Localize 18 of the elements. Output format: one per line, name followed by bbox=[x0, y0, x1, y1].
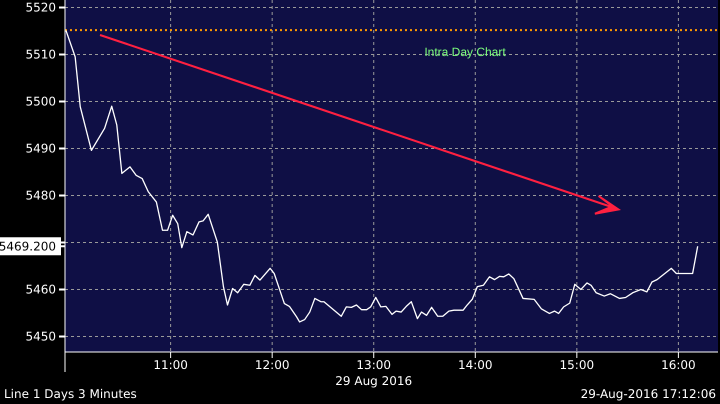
y-tick-label: 5450 bbox=[25, 329, 56, 344]
y-tick-label: 5490 bbox=[25, 142, 56, 156]
text: Line 1 Days 3 Minutes bbox=[4, 387, 137, 401]
y-tick-label: 5520 bbox=[25, 0, 56, 15]
x-tick-label: 13:00 bbox=[356, 358, 392, 372]
text: Intra Day Chart bbox=[424, 45, 506, 59]
y-tick-label: 5500 bbox=[25, 94, 56, 109]
x-tick-label: 12:00 bbox=[254, 358, 290, 372]
y-tick-label: 5460 bbox=[25, 282, 56, 296]
x-tick-label: 15:00 bbox=[560, 358, 594, 372]
y-tick-label: 5469.200 bbox=[0, 239, 56, 254]
x-tick-label: 14:00 bbox=[458, 358, 493, 372]
x-axis-title: 29 Aug 2016 bbox=[335, 374, 412, 388]
y-tick-label: 5510 bbox=[25, 48, 56, 62]
x-tick-label: 11:00 bbox=[153, 358, 188, 372]
y-tick-label: 5480 bbox=[25, 188, 56, 203]
text: 29-Aug-2016 17:12:06 bbox=[580, 387, 716, 401]
x-tick-label: 16:00 bbox=[661, 358, 696, 372]
